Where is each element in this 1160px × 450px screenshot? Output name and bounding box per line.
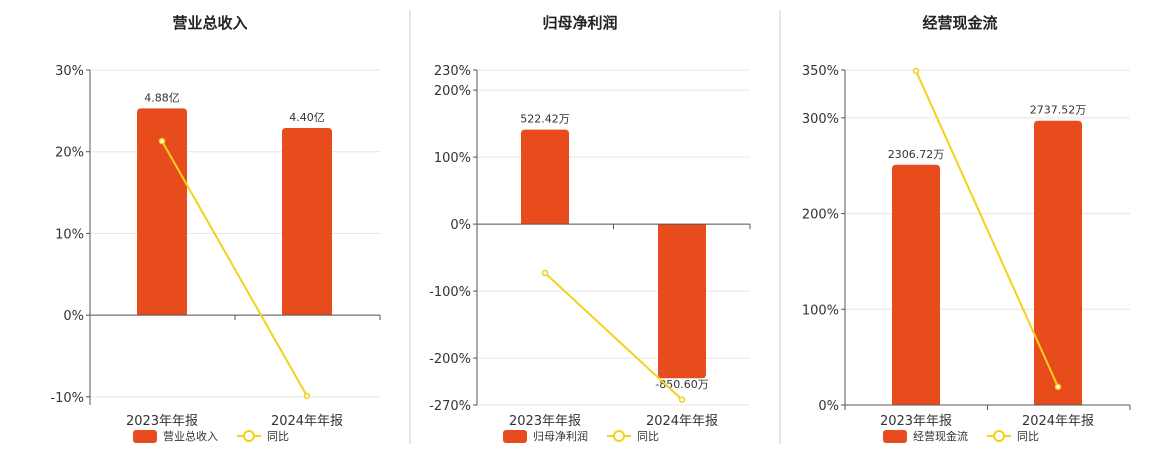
legend-label: 归母净利润 [533, 429, 588, 443]
legend-label: 同比 [267, 430, 289, 443]
bar [892, 164, 940, 405]
x-tick-label: 2024年年报 [646, 414, 718, 429]
y-tick-label: 10% [55, 227, 84, 242]
y-tick-label: 0% [63, 309, 84, 324]
yoy-point [912, 67, 920, 75]
yoy-line [161, 140, 308, 397]
bar [1034, 120, 1082, 405]
legend-swatch-bar [503, 430, 527, 443]
y-tick-label: 200% [434, 84, 471, 99]
y-tick-label: 0% [818, 399, 839, 414]
bar [658, 224, 706, 379]
bar-data-label: 2737.52万 [1030, 104, 1087, 117]
bar-data-label: 2306.72万 [888, 148, 945, 161]
y-tick-label: 230% [434, 64, 471, 79]
x-tick-label: 2023年年报 [126, 414, 198, 429]
bar [137, 108, 187, 316]
chart-title: 营业总收入 [172, 14, 247, 32]
legend-label: 经营现金流 [913, 429, 968, 443]
bar [282, 128, 332, 316]
y-tick-label: 350% [802, 64, 839, 79]
x-tick-label: 2023年年报 [880, 414, 952, 429]
y-tick-label: -100% [429, 285, 471, 300]
y-tick-label: 0% [450, 218, 471, 233]
x-tick-label: 2024年年报 [271, 414, 343, 429]
bar-data-label: -850.60万 [655, 378, 708, 391]
legend-label: 同比 [637, 430, 659, 443]
bar-data-label: 522.42万 [520, 113, 570, 126]
legend-swatch-bar [133, 430, 157, 443]
legend-label: 营业总收入 [163, 429, 218, 443]
bar-data-label: 4.40亿 [289, 111, 325, 124]
y-tick-label: -10% [50, 391, 84, 406]
yoy-point [678, 396, 686, 403]
y-tick-label: -200% [429, 352, 471, 367]
legend-label: 同比 [1017, 430, 1039, 443]
y-tick-label: 20% [55, 146, 84, 161]
y-tick-label: 100% [802, 303, 839, 318]
legend-swatch-bar [883, 430, 907, 443]
legend-swatch-marker [243, 430, 255, 442]
legend-swatch-marker [613, 430, 625, 442]
x-tick-label: 2023年年报 [509, 414, 581, 429]
y-tick-label: 30% [55, 64, 84, 79]
yoy-point [158, 137, 166, 145]
yoy-point [1054, 383, 1062, 391]
yoy-point [541, 269, 549, 277]
yoy-line [544, 272, 683, 401]
yoy-point [303, 392, 311, 400]
y-tick-label: -270% [429, 399, 471, 414]
x-tick-label: 2024年年报 [1022, 414, 1094, 429]
chart-title: 经营现金流 [922, 14, 997, 32]
chart-title: 归母净利润 [542, 14, 617, 32]
y-tick-label: 300% [802, 112, 839, 127]
y-tick-label: 100% [434, 151, 471, 166]
bar-data-label: 4.88亿 [144, 91, 180, 104]
bar [521, 129, 569, 225]
y-tick-label: 200% [802, 208, 839, 223]
yoy-line [915, 70, 1059, 388]
legend-swatch-marker [993, 430, 1005, 442]
